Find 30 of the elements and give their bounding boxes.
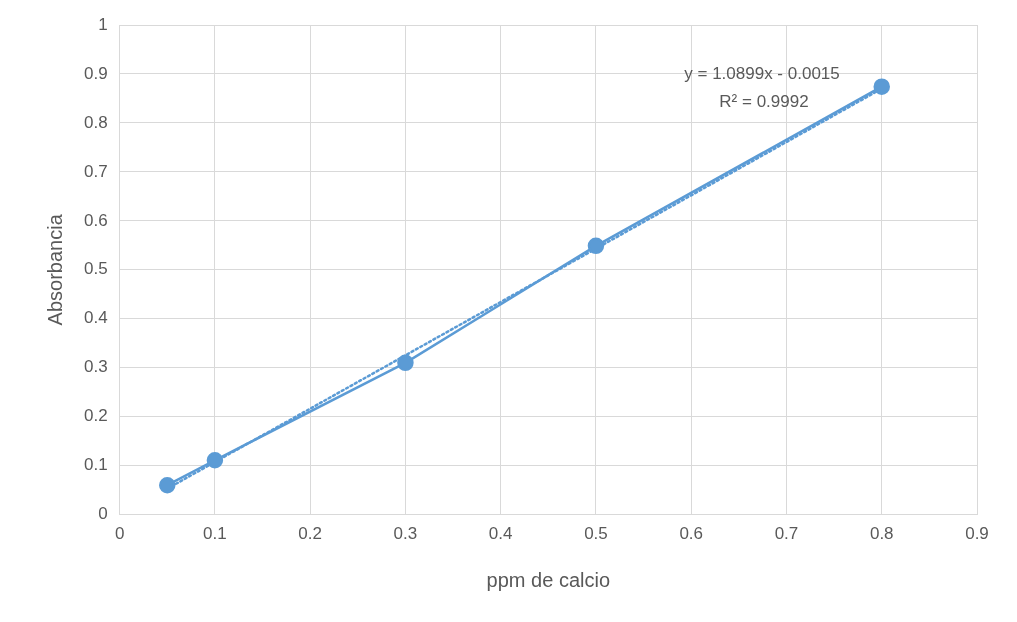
y-tick-label: 0.9: [83, 63, 108, 83]
y-tick-label: 0.7: [83, 161, 108, 181]
x-tick-label: 0.6: [679, 524, 704, 544]
y-tick-label: 1: [98, 14, 108, 34]
y-tick-label: 0.6: [83, 210, 108, 230]
x-tick-label: 0.2: [298, 524, 322, 544]
point: [587, 237, 605, 255]
x-tick-label: 0.9: [965, 524, 989, 544]
y-tick-label: 0.5: [83, 259, 108, 279]
x-tick-label: 0: [114, 524, 125, 544]
x-tick-label: 0.5: [584, 524, 608, 544]
x-tick-label: 0.3: [393, 524, 418, 544]
x-tick-label: 0.7: [774, 524, 799, 544]
y-tick-label: 0.2: [83, 406, 108, 426]
y-tick-label: 0.8: [83, 112, 108, 132]
annotation: y = 1.0899x - 0.0015: [684, 63, 840, 83]
point: [206, 452, 224, 469]
x-tick-label: 0.1: [203, 524, 227, 544]
x-tick-label: 0.8: [869, 524, 894, 544]
point: [159, 476, 176, 494]
point: [873, 78, 890, 95]
y-axis-title: Absorbancia: [43, 213, 66, 326]
y-tick-label: 0.1: [83, 455, 108, 475]
y-tick-label: 0.4: [83, 308, 108, 328]
y-tick-label: 0: [98, 504, 108, 524]
point: [397, 354, 414, 372]
x-axis-title: ppm de calcio: [486, 568, 611, 591]
annotation: R² = 0.9992: [719, 91, 809, 111]
y-tick-label: 0.3: [83, 357, 108, 377]
x-tick-label: 0.4: [488, 524, 513, 544]
